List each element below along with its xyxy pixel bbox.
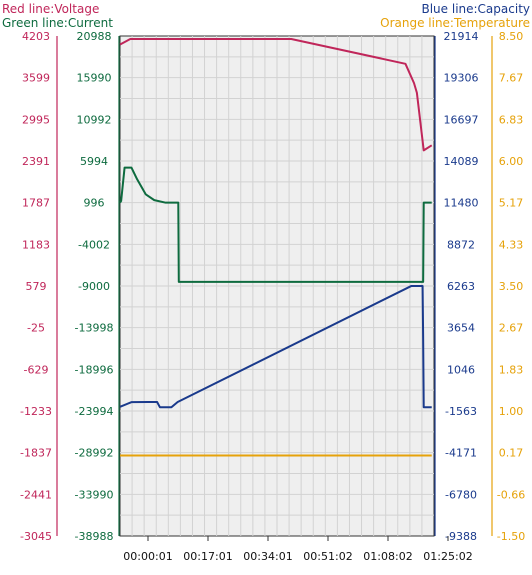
capacity-tick-label: 8872 bbox=[447, 238, 475, 251]
voltage-tick-label: 1787 bbox=[22, 197, 50, 210]
current-tick-label: -23994 bbox=[75, 405, 114, 418]
capacity-series-line bbox=[119, 285, 432, 409]
capacity-tick-label: 11480 bbox=[444, 197, 479, 210]
temperature-tick-label: 6.83 bbox=[499, 113, 524, 126]
legend-current: Green line:Current bbox=[2, 16, 113, 30]
current-tick-label: 15990 bbox=[77, 72, 112, 85]
x-tick-label: 00:51:02 bbox=[303, 550, 352, 563]
voltage-tick-label: 579 bbox=[26, 280, 47, 293]
voltage-tick-label: -1837 bbox=[20, 447, 52, 460]
tick-labels: 4203 3599 2995 2391 1787 1183 579 -25 -629 -1233 -… bbox=[20, 30, 525, 563]
temperature-tick-label: 8.50 bbox=[499, 30, 524, 43]
current-series-line bbox=[119, 166, 432, 283]
voltage-series-line bbox=[119, 37, 433, 152]
legend-voltage: Red line:Voltage bbox=[2, 2, 99, 16]
current-tick-label: -9000 bbox=[78, 280, 110, 293]
series-lines bbox=[119, 37, 433, 457]
legend-capacity: Blue line:Capacity bbox=[421, 2, 530, 16]
capacity-tick-label: -4171 bbox=[445, 447, 477, 460]
legend-temperature: Orange line:Temperature bbox=[380, 16, 530, 30]
temperature-tick-label: 7.67 bbox=[499, 72, 524, 85]
current-tick-label: -18996 bbox=[75, 363, 114, 376]
temperature-tick-label: 5.17 bbox=[499, 197, 524, 210]
voltage-tick-label: -629 bbox=[24, 363, 49, 376]
current-tick-label: 996 bbox=[84, 197, 105, 210]
voltage-tick-label: -1233 bbox=[20, 405, 52, 418]
capacity-tick-label: -9388 bbox=[445, 530, 477, 543]
x-tick-label: 00:00:01 bbox=[123, 550, 172, 563]
capacity-tick-label: -6780 bbox=[445, 488, 477, 501]
capacity-tick-label: 21914 bbox=[444, 30, 479, 43]
temperature-tick-label: -0.66 bbox=[497, 488, 525, 501]
current-tick-label: 5994 bbox=[80, 155, 108, 168]
temperature-tick-label: 4.33 bbox=[499, 238, 524, 251]
x-tick-label: 00:34:01 bbox=[243, 550, 292, 563]
voltage-tick-label: 1183 bbox=[22, 238, 50, 251]
x-tick-label: 01:08:02 bbox=[363, 550, 412, 563]
temperature-tick-label: 2.67 bbox=[499, 322, 524, 335]
x-tick-label: 01:25:02 bbox=[423, 550, 472, 563]
grid-lines bbox=[120, 36, 434, 536]
capacity-tick-label: 19306 bbox=[444, 72, 479, 85]
current-tick-label: -13998 bbox=[75, 322, 114, 335]
temperature-tick-label: 1.83 bbox=[499, 363, 524, 376]
temperature-tick-label: 3.50 bbox=[499, 280, 524, 293]
axes bbox=[56, 36, 493, 536]
temperature-tick-label: 0.17 bbox=[499, 447, 524, 460]
capacity-tick-label: 1046 bbox=[447, 363, 475, 376]
capacity-tick-label: 6263 bbox=[447, 280, 475, 293]
capacity-tick-label: 16697 bbox=[444, 113, 479, 126]
voltage-tick-label: 4203 bbox=[22, 30, 50, 43]
current-tick-label: -4002 bbox=[78, 238, 110, 251]
voltage-tick-label: -25 bbox=[27, 322, 45, 335]
capacity-tick-label: -1563 bbox=[445, 405, 477, 418]
current-tick-label: -38988 bbox=[75, 530, 114, 543]
capacity-tick-label: 3654 bbox=[447, 322, 475, 335]
voltage-tick-label: 2995 bbox=[22, 113, 50, 126]
temperature-tick-label: 6.00 bbox=[499, 155, 524, 168]
voltage-tick-label: 2391 bbox=[22, 155, 50, 168]
voltage-tick-label: -3045 bbox=[20, 530, 52, 543]
temperature-tick-label: -1.50 bbox=[497, 530, 525, 543]
x-tick-label: 00:17:01 bbox=[183, 550, 232, 563]
current-tick-label: -33990 bbox=[75, 488, 114, 501]
current-tick-label: -28992 bbox=[75, 447, 114, 460]
current-tick-label: 10992 bbox=[77, 113, 112, 126]
capacity-tick-label: 14089 bbox=[444, 155, 479, 168]
voltage-tick-label: -2441 bbox=[20, 488, 52, 501]
current-tick-label: 20988 bbox=[77, 30, 112, 43]
temperature-tick-label: 1.00 bbox=[499, 405, 524, 418]
voltage-tick-label: 3599 bbox=[22, 72, 50, 85]
